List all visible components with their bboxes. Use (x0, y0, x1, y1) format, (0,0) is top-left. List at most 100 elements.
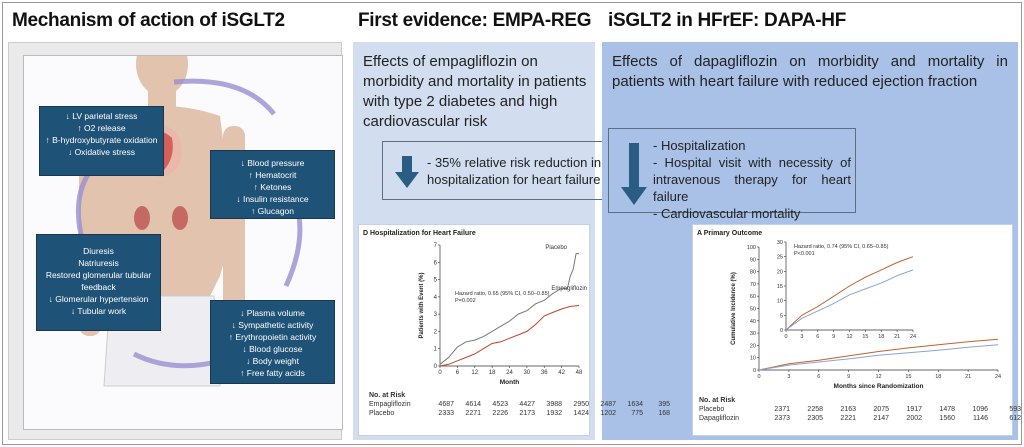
effect-line: Restored glomerular tubular feedback (45, 270, 152, 292)
x-tick-label: 18 (935, 374, 941, 380)
effect-line: ↑ Free fatty acids (240, 368, 305, 378)
risk-value: 1202 (600, 410, 616, 417)
effect-line: Natriuresis (78, 258, 119, 268)
y-tick-label: 20 (750, 343, 756, 349)
risk-row: Empagliflozin 4687 4614 4523 4427 3988 2950 248… (369, 400, 670, 409)
risk-value: 2487 (600, 401, 616, 408)
cardiac-effects-box: ↓ LV parietal stress ↑ O2 release ↑ B-hydr… (39, 106, 164, 176)
effect-line: ↑ Hematocrit (248, 170, 297, 180)
mechanism-panel: ↓ LV parietal stress ↑ O2 release ↑ B-hydr… (8, 32, 343, 440)
effect-line: ↑ B-hydroxybutyrate oxidation (45, 135, 158, 145)
placebo-label: Placebo (545, 245, 567, 251)
risk-value: 1424 (573, 410, 589, 417)
effect-line: ↓ Blood pressure (240, 158, 305, 168)
risk-value: 1096 (972, 406, 988, 413)
empa-chart: D Hospitalization for Heart Failure 0 6 12 1… (358, 224, 670, 436)
y-tick-label: 5 (780, 313, 783, 319)
renal-effects-box: Diuresis Natriuresis Restored glomerular t… (36, 234, 161, 331)
dapa-effects-list: - Hospitalization - Hospital visit with … (653, 137, 851, 222)
x-tick-label: 15 (862, 334, 868, 340)
hazard-ratio: Hazard ratio, 0.74 (95% CI, 0.65–0.85) (794, 244, 889, 250)
y-tick-label: 1 (434, 347, 438, 353)
risk-value: 593 (1009, 406, 1021, 413)
x-tick-label: 15 (905, 374, 911, 380)
x-tick-label: 0 (784, 334, 787, 340)
y-tick-label: 2 (434, 329, 438, 335)
risk-value: 168 (658, 410, 670, 417)
risk-value: 1560 (939, 415, 955, 422)
x-tick-label: 24 (995, 374, 1001, 380)
down-arrow-icon (621, 143, 647, 205)
x-tick-label: 3 (800, 334, 803, 340)
x-tick-label: 18 (878, 334, 884, 340)
empa-effect-box: - 35% relative risk reduction in hospita… (382, 141, 607, 200)
effect-line: ↓ Sympathetic activity (231, 320, 314, 330)
header-empa-reg: First evidence: EMPA-REG (358, 10, 592, 31)
risk-value: 2163 (840, 406, 856, 413)
x-tick-label: 12 (846, 334, 852, 340)
risk-value: 395 (658, 401, 670, 408)
effect-item: - Hospitalization (653, 138, 746, 153)
y-tick-label: 80 (750, 270, 756, 276)
effect-line: Diuresis (83, 246, 114, 256)
effect-line: ↓ Plasma volume (240, 308, 305, 318)
empagliflozin-label: Empagliflozin (551, 286, 587, 292)
risk-value: 1917 (906, 406, 922, 413)
y-tick-label: 3 (434, 312, 438, 318)
risk-value: 2226 (492, 410, 508, 417)
inset-placebo-line (785, 256, 914, 331)
risk-value: 2002 (906, 415, 922, 422)
chart-title: A Primary Outcome (697, 230, 762, 237)
p-value: P<0.001 (794, 251, 815, 257)
risk-row-label: Placebo (699, 406, 725, 413)
effect-line: ↓ Insulin resistance (236, 194, 309, 204)
x-tick-label: 0 (438, 370, 442, 376)
y-tick-label: 25 (777, 255, 783, 261)
risk-value: 1146 (972, 415, 988, 422)
y-tick-label: 90 (750, 257, 756, 263)
y-tick-label: 10 (750, 356, 756, 362)
effect-line: ↓ Glomerular hypertension (48, 294, 149, 304)
effect-line: ↓ Oxidative stress (67, 147, 136, 157)
x-axis-label: Months since Randomization (834, 383, 924, 390)
risk-row: Dapagliflozin 2373 2305 2221 2147 2002 1560 114… (699, 414, 1024, 423)
p-value: P=0.002 (455, 298, 476, 304)
x-tick-label: 24 (910, 334, 916, 340)
y-tick-label: 0 (434, 364, 438, 370)
y-tick-label: 50 (750, 307, 756, 313)
header-mechanism: Mechanism of action of iSGLT2 (12, 10, 285, 31)
risk-title: No. at Risk (369, 392, 406, 399)
placebo-line (758, 338, 999, 371)
effect-line: ↑ Erythropoietin activity (228, 332, 317, 342)
risk-value: 4614 (465, 401, 481, 408)
effect-line: ↓ Body weight (246, 356, 299, 366)
effect-line: ↑ Glucagon (251, 206, 294, 216)
y-tick-label: 0 (753, 368, 756, 374)
empagliflozin-line (439, 305, 580, 367)
y-tick-label: 10 (777, 299, 783, 305)
y-axis-label: Cumulative Incidence (%) (731, 272, 737, 345)
empa-risk-table: No. at Risk Empagliflozin 4687 4614 4523 4427… (369, 391, 670, 418)
risk-value: 2271 (465, 410, 481, 417)
effect-item: - Cardiovascular mortality (653, 206, 801, 221)
risk-value: 2371 (774, 406, 790, 413)
x-tick-label: 30 (524, 370, 531, 376)
effect-line: ↑ O2 release (77, 123, 126, 133)
x-tick-label: 21 (965, 374, 971, 380)
y-tick-label: 100 (747, 245, 756, 251)
risk-value: 2305 (807, 415, 823, 422)
risk-value: 612 (1009, 415, 1021, 422)
empa-effect-text: - 35% relative risk reduction in hospita… (427, 155, 602, 187)
risk-value: 2075 (873, 406, 889, 413)
risk-value: 2221 (840, 415, 856, 422)
dapa-effect-box: - Hospitalization - Hospital visit with … (608, 128, 856, 221)
y-tick-label: 60 (750, 294, 756, 300)
risk-value: 1932 (546, 410, 562, 417)
x-tick-label: 3 (787, 374, 790, 380)
x-tick-label: 0 (757, 374, 760, 380)
y-tick-label: 30 (777, 240, 783, 246)
down-arrow-icon (395, 156, 419, 188)
